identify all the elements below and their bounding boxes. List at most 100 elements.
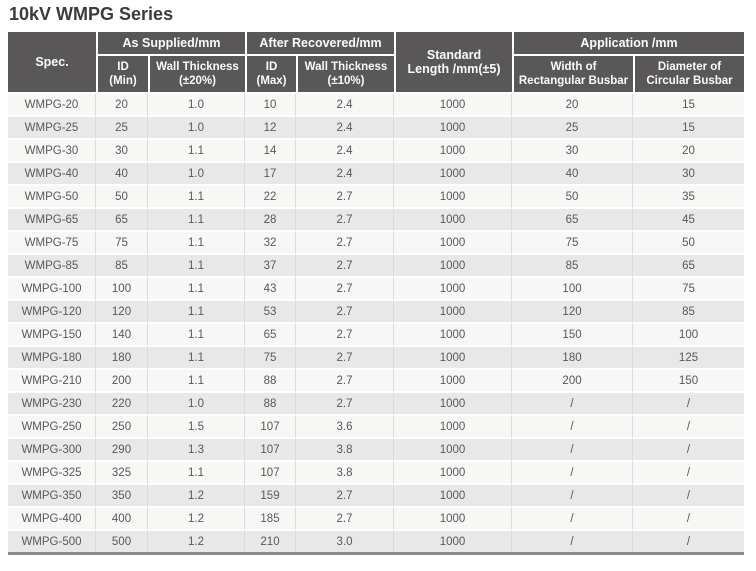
cell-width-rect-busbar: 100 bbox=[512, 278, 634, 301]
cell-wall-thickness-10: 3.6 bbox=[296, 416, 395, 439]
cell-wall-thickness-20: 1.1 bbox=[148, 255, 245, 278]
cell-width-rect-busbar: 65 bbox=[512, 209, 634, 232]
cell-id-max: 12 bbox=[245, 117, 296, 140]
cell-width-rect-busbar: 30 bbox=[512, 140, 634, 163]
cell-spec: WMPG-150 bbox=[8, 324, 96, 347]
cell-standard-length: 1000 bbox=[394, 531, 513, 552]
cell-width-rect-busbar: 25 bbox=[512, 117, 634, 140]
cell-dia-circ-busbar: 65 bbox=[633, 255, 745, 278]
cell-width-rect-busbar: 180 bbox=[512, 347, 634, 370]
header-id-min: ID (Min) bbox=[96, 56, 148, 94]
cell-wall-thickness-10: 2.7 bbox=[296, 370, 395, 393]
cell-id-max: 37 bbox=[245, 255, 296, 278]
cell-wall-thickness-20: 1.1 bbox=[148, 347, 245, 370]
cell-standard-length: 1000 bbox=[394, 462, 513, 485]
cell-dia-circ-busbar: / bbox=[633, 439, 745, 462]
cell-dia-circ-busbar: 125 bbox=[633, 347, 745, 370]
cell-id-min: 50 bbox=[96, 186, 148, 209]
cell-spec: WMPG-30 bbox=[8, 140, 96, 163]
cell-wall-thickness-10: 2.7 bbox=[296, 209, 395, 232]
cell-spec: WMPG-75 bbox=[8, 232, 96, 255]
header-wall-thickness-20: Wall Thickness (±20%) bbox=[148, 56, 245, 94]
cell-id-min: 500 bbox=[96, 531, 148, 552]
header-dia-circ-busbar: Diameter of Circular Busbar bbox=[633, 56, 745, 94]
table-row: WMPG-20 20 1.0 10 2.4 1000 20 15 bbox=[8, 94, 745, 117]
cell-standard-length: 1000 bbox=[394, 393, 513, 416]
cell-standard-length: 1000 bbox=[394, 232, 513, 255]
cell-wall-thickness-20: 1.1 bbox=[148, 324, 245, 347]
cell-width-rect-busbar: / bbox=[512, 531, 634, 552]
cell-id-max: 28 bbox=[245, 209, 296, 232]
table-row: WMPG-50 50 1.1 22 2.7 1000 50 35 bbox=[8, 186, 745, 209]
cell-id-min: 350 bbox=[96, 485, 148, 508]
header-wall-thickness-10: Wall Thickness (±10%) bbox=[296, 56, 395, 94]
cell-width-rect-busbar: / bbox=[512, 508, 634, 531]
cell-dia-circ-busbar: 100 bbox=[633, 324, 745, 347]
cell-dia-circ-busbar: 75 bbox=[633, 278, 745, 301]
cell-spec: WMPG-50 bbox=[8, 186, 96, 209]
cell-dia-circ-busbar: / bbox=[633, 485, 745, 508]
cell-dia-circ-busbar: 30 bbox=[633, 163, 745, 186]
cell-id-min: 75 bbox=[96, 232, 148, 255]
cell-wall-thickness-20: 1.1 bbox=[148, 209, 245, 232]
cell-standard-length: 1000 bbox=[394, 324, 513, 347]
cell-standard-length: 1000 bbox=[394, 186, 513, 209]
cell-spec: WMPG-400 bbox=[8, 508, 96, 531]
cell-id-max: 210 bbox=[245, 531, 296, 552]
cell-wall-thickness-10: 2.7 bbox=[296, 301, 395, 324]
cell-id-min: 20 bbox=[96, 94, 148, 117]
cell-spec: WMPG-25 bbox=[8, 117, 96, 140]
cell-id-max: 53 bbox=[245, 301, 296, 324]
cell-id-max: 32 bbox=[245, 232, 296, 255]
cell-id-max: 107 bbox=[245, 439, 296, 462]
cell-wall-thickness-20: 1.0 bbox=[148, 94, 245, 117]
cell-spec: WMPG-325 bbox=[8, 462, 96, 485]
cell-id-min: 325 bbox=[96, 462, 148, 485]
cell-standard-length: 1000 bbox=[394, 370, 513, 393]
cell-wall-thickness-10: 3.8 bbox=[296, 462, 395, 485]
cell-standard-length: 1000 bbox=[394, 278, 513, 301]
cell-id-min: 25 bbox=[96, 117, 148, 140]
cell-wall-thickness-10: 2.4 bbox=[296, 94, 395, 117]
table-row: WMPG-75 75 1.1 32 2.7 1000 75 50 bbox=[8, 232, 745, 255]
table-row: WMPG-150 140 1.1 65 2.7 1000 150 100 bbox=[8, 324, 745, 347]
cell-spec: WMPG-230 bbox=[8, 393, 96, 416]
cell-id-min: 220 bbox=[96, 393, 148, 416]
header-id-max: ID (Max) bbox=[245, 56, 296, 94]
table-row: WMPG-100 100 1.1 43 2.7 1000 100 75 bbox=[8, 278, 745, 301]
cell-dia-circ-busbar: 150 bbox=[633, 370, 745, 393]
cell-dia-circ-busbar: / bbox=[633, 462, 745, 485]
cell-wall-thickness-20: 1.1 bbox=[148, 232, 245, 255]
cell-wall-thickness-10: 2.4 bbox=[296, 163, 395, 186]
cell-wall-thickness-10: 2.7 bbox=[296, 278, 395, 301]
cell-standard-length: 1000 bbox=[394, 416, 513, 439]
cell-dia-circ-busbar: 50 bbox=[633, 232, 745, 255]
cell-wall-thickness-20: 1.1 bbox=[148, 278, 245, 301]
cell-spec: WMPG-65 bbox=[8, 209, 96, 232]
cell-spec: WMPG-120 bbox=[8, 301, 96, 324]
cell-id-min: 140 bbox=[96, 324, 148, 347]
cell-wall-thickness-20: 1.0 bbox=[148, 163, 245, 186]
cell-width-rect-busbar: 150 bbox=[512, 324, 634, 347]
cell-id-max: 185 bbox=[245, 508, 296, 531]
cell-width-rect-busbar: / bbox=[512, 393, 634, 416]
cell-wall-thickness-20: 1.3 bbox=[148, 439, 245, 462]
cell-standard-length: 1000 bbox=[394, 347, 513, 370]
cell-dia-circ-busbar: / bbox=[633, 416, 745, 439]
cell-id-max: 159 bbox=[245, 485, 296, 508]
cell-dia-circ-busbar: / bbox=[633, 393, 745, 416]
cell-spec: WMPG-250 bbox=[8, 416, 96, 439]
cell-wall-thickness-10: 2.7 bbox=[296, 393, 395, 416]
header-group-application: Application /mm bbox=[512, 32, 745, 56]
cell-spec: WMPG-500 bbox=[8, 531, 96, 552]
cell-standard-length: 1000 bbox=[394, 117, 513, 140]
page-title: 10kV WMPG Series bbox=[9, 4, 174, 24]
cell-wall-thickness-20: 1.2 bbox=[148, 508, 245, 531]
cell-id-max: 107 bbox=[245, 462, 296, 485]
cell-width-rect-busbar: 85 bbox=[512, 255, 634, 278]
cell-spec: WMPG-300 bbox=[8, 439, 96, 462]
cell-dia-circ-busbar: 85 bbox=[633, 301, 745, 324]
cell-id-min: 120 bbox=[96, 301, 148, 324]
cell-id-min: 290 bbox=[96, 439, 148, 462]
cell-standard-length: 1000 bbox=[394, 94, 513, 117]
